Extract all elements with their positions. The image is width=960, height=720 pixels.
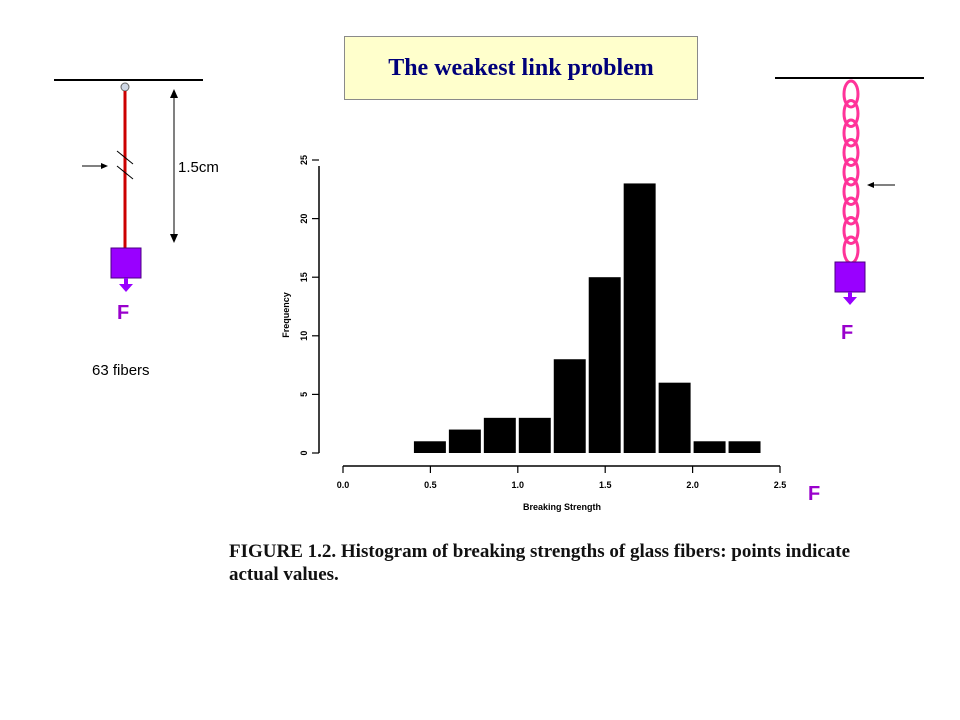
histogram-bar: [518, 417, 551, 453]
left-force-label: F: [117, 302, 130, 324]
right-force-label: F: [841, 322, 854, 344]
chain-link: [842, 196, 860, 226]
histogram-axes: [318, 166, 780, 467]
y-tick-label: 5: [299, 392, 309, 397]
right-pointer-arrowhead: [867, 182, 874, 188]
y-ticks: 0 5 10 15 20 25: [299, 155, 319, 456]
chain-link: [842, 99, 860, 128]
fiber-length-label: 1.5cm: [178, 159, 219, 176]
left-pointer-arrowhead: [101, 163, 108, 169]
x-tick-label: 1.5: [599, 480, 612, 490]
y-axis-label: Frequency: [281, 292, 291, 338]
right-weight-block: [834, 261, 866, 293]
chain-link: [842, 79, 860, 109]
x-axis-label: Breaking Strength: [523, 502, 601, 512]
x-tick-label: 1.0: [512, 480, 525, 490]
x-tick-label: 0.0: [337, 480, 350, 490]
slide-title: The weakest link problem: [388, 54, 654, 81]
title-box: The weakest link problem: [344, 36, 698, 100]
chain-link: [842, 235, 860, 265]
single-fiber-diagram: [54, 79, 203, 292]
histogram-bar: [658, 382, 691, 453]
x-ticks: 0.0 0.5 1.0 1.5 2.0 2.5: [337, 466, 787, 490]
figure-caption: FIGURE 1.2. Histogram of breaking streng…: [229, 541, 851, 585]
histogram-bar: [483, 417, 516, 453]
histogram-bar: [448, 429, 481, 453]
histogram-bar: [693, 441, 726, 453]
x-tick-label: 0.5: [424, 480, 437, 490]
x-tick-label: 2.5: [774, 480, 787, 490]
y-tick-label: 20: [299, 214, 309, 224]
left-weight-block: [110, 247, 142, 279]
y-tick-label: 0: [299, 450, 309, 455]
left-weight-arrowhead: [119, 284, 133, 292]
y-tick-label: 10: [299, 331, 309, 341]
length-arrow-top: [170, 89, 178, 98]
chain-links: [842, 79, 860, 265]
chain-link: [842, 118, 860, 148]
x-tick-label: 2.0: [686, 480, 699, 490]
histogram-bar: [623, 183, 656, 453]
chain-link: [842, 177, 860, 206]
y-tick-label: 15: [299, 272, 309, 282]
length-arrow-bottom: [170, 234, 178, 243]
chain-link: [842, 216, 860, 245]
fiber-clamp: [120, 82, 130, 92]
break-mark-1: [116, 150, 134, 165]
right-weight-arrowhead: [843, 297, 857, 305]
histogram-bar: [413, 441, 446, 453]
chain-link: [842, 138, 860, 167]
histogram-bars: [413, 183, 761, 453]
histogram-bar: [728, 441, 761, 453]
break-mark-2: [116, 165, 134, 180]
chain-link: [842, 157, 860, 187]
extra-force-label: F: [808, 483, 821, 505]
histogram-bar: [588, 277, 621, 453]
histogram-bar: [553, 359, 586, 453]
y-tick-label: 25: [299, 155, 309, 165]
fiber-count-label: 63 fibers: [92, 362, 150, 379]
chain-diagram: [775, 77, 924, 305]
